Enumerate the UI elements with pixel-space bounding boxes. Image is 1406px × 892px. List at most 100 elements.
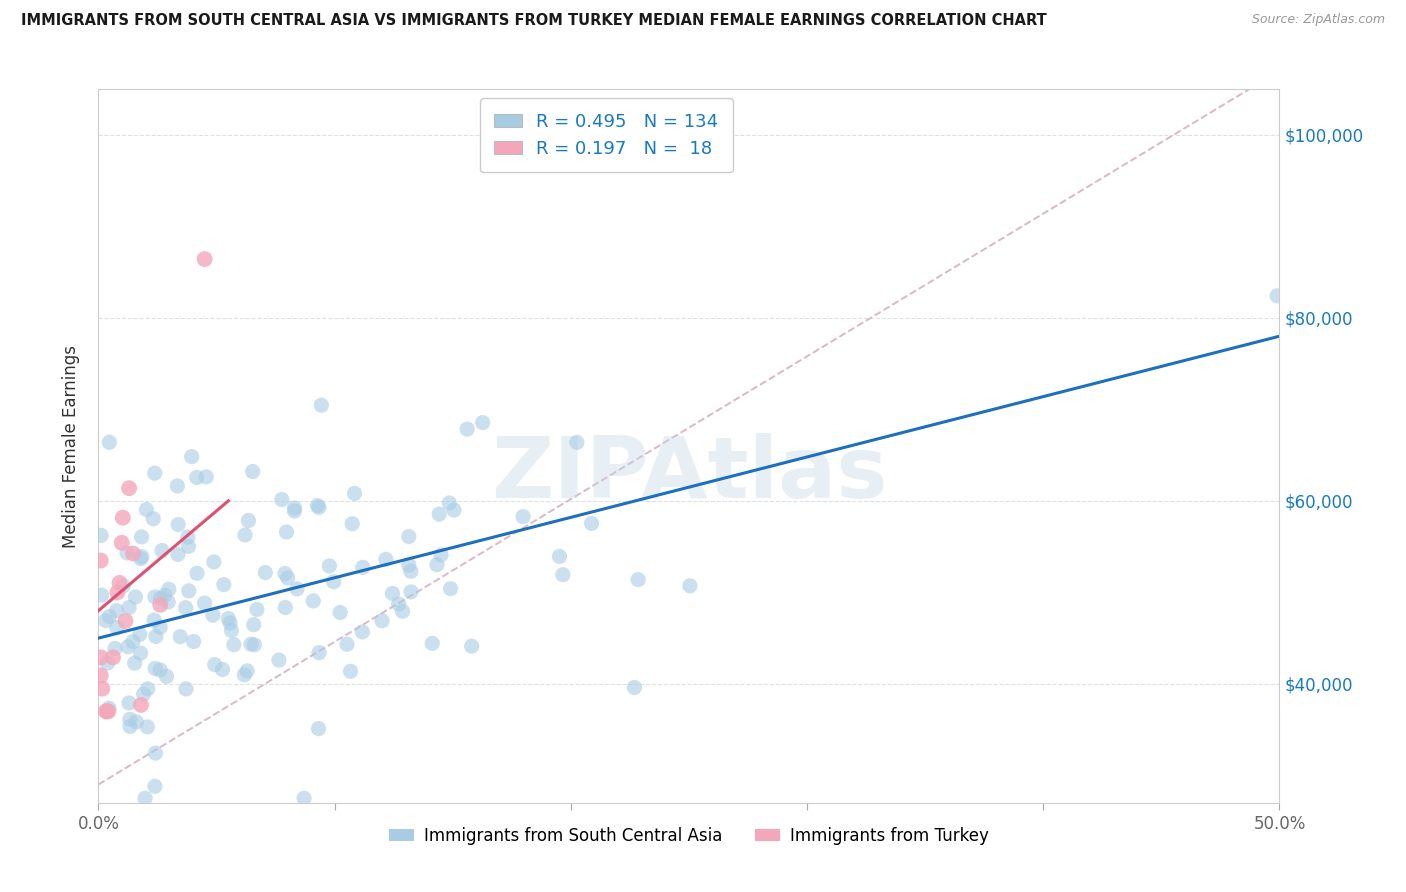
Point	[285, 582, 308, 596]
Point	[274, 566, 297, 581]
Point	[167, 547, 190, 561]
Point	[195, 470, 218, 484]
Point	[134, 791, 156, 805]
Point	[166, 479, 188, 493]
Point	[174, 681, 197, 696]
Point	[129, 551, 152, 566]
Text: Source: ZipAtlas.com: Source: ZipAtlas.com	[1251, 13, 1385, 27]
Point	[118, 600, 141, 615]
Point	[142, 512, 165, 526]
Point	[150, 543, 173, 558]
Point	[439, 496, 461, 510]
Point	[97, 704, 120, 718]
Point	[420, 636, 443, 650]
Point	[512, 509, 534, 524]
Point	[233, 668, 256, 682]
Point	[145, 630, 167, 644]
Point	[439, 582, 461, 596]
Point	[114, 614, 136, 628]
Point	[221, 624, 243, 638]
Point	[548, 549, 571, 564]
Point	[460, 639, 482, 653]
Point	[101, 650, 124, 665]
Point	[105, 604, 128, 618]
Point	[153, 588, 176, 602]
Point	[238, 514, 260, 528]
Point	[186, 566, 208, 581]
Point	[302, 594, 325, 608]
Point	[186, 470, 208, 484]
Point	[136, 681, 159, 696]
Point	[627, 573, 650, 587]
Point	[336, 637, 359, 651]
Point	[169, 630, 191, 644]
Point	[124, 590, 146, 604]
Point	[135, 502, 157, 516]
Y-axis label: Median Female Earnings: Median Female Earnings	[62, 344, 80, 548]
Point	[426, 558, 449, 572]
Point	[149, 598, 172, 612]
Point	[427, 507, 450, 521]
Point	[194, 252, 217, 266]
Point	[143, 613, 166, 627]
Point	[307, 499, 329, 513]
Point	[122, 634, 145, 648]
Point	[111, 510, 134, 524]
Point	[129, 698, 152, 712]
Point	[284, 500, 307, 515]
Point	[143, 661, 166, 675]
Point	[98, 701, 121, 715]
Point	[399, 585, 422, 599]
Point	[456, 422, 478, 436]
Point	[219, 615, 242, 630]
Point	[183, 634, 205, 648]
Point	[105, 585, 128, 599]
Point	[277, 571, 299, 585]
Point	[308, 646, 330, 660]
Point	[311, 398, 333, 412]
Point	[94, 614, 117, 628]
Point	[274, 600, 297, 615]
Point	[90, 588, 112, 602]
Point	[322, 574, 344, 589]
Point	[125, 714, 148, 729]
Point	[96, 704, 118, 718]
Point	[242, 617, 264, 632]
Point	[177, 540, 200, 554]
Point	[398, 558, 420, 573]
Point	[239, 637, 262, 651]
Point	[194, 596, 217, 610]
Text: IMMIGRANTS FROM SOUTH CENTRAL ASIA VS IMMIGRANTS FROM TURKEY MEDIAN FEMALE EARNI: IMMIGRANTS FROM SOUTH CENTRAL ASIA VS IM…	[21, 13, 1047, 29]
Point	[308, 500, 330, 515]
Point	[283, 504, 305, 518]
Point	[128, 627, 150, 641]
Point	[90, 528, 112, 542]
Point	[276, 524, 298, 539]
Point	[118, 481, 141, 495]
Point	[352, 560, 374, 574]
Point	[318, 558, 340, 573]
Point	[90, 553, 112, 567]
Point	[352, 624, 374, 639]
Point	[90, 650, 112, 665]
Point	[112, 579, 135, 593]
Point	[551, 567, 574, 582]
Text: ZIPAtlas: ZIPAtlas	[491, 433, 887, 516]
Point	[246, 602, 269, 616]
Point	[143, 780, 166, 794]
Point	[149, 591, 172, 606]
Point	[623, 681, 645, 695]
Point	[211, 663, 233, 677]
Point	[443, 503, 465, 517]
Point	[430, 548, 453, 562]
Point	[371, 614, 394, 628]
Point	[399, 565, 422, 579]
Point	[180, 450, 202, 464]
Point	[217, 611, 239, 625]
Point	[136, 720, 159, 734]
Point	[131, 530, 153, 544]
Point	[177, 583, 200, 598]
Point	[90, 668, 112, 682]
Point	[131, 549, 153, 564]
Point	[292, 791, 315, 805]
